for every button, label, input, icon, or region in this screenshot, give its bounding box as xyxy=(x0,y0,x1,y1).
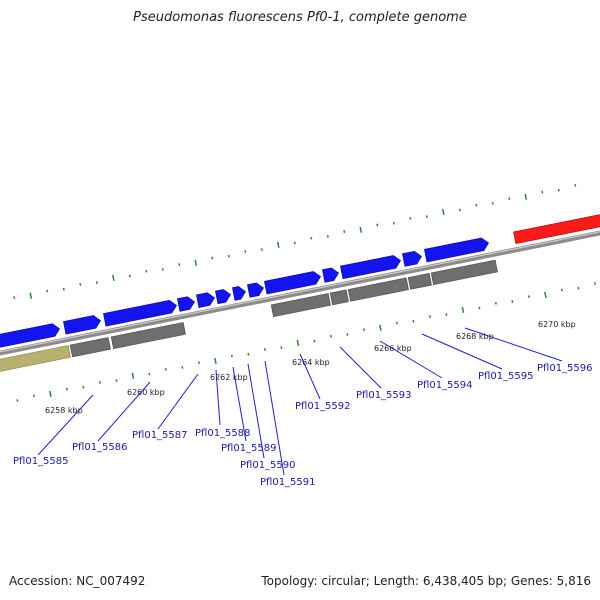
tick-mark-lower xyxy=(296,339,300,346)
backbone-highlight xyxy=(0,231,600,353)
gene-label[interactable]: Pfl01_5585 xyxy=(13,456,69,467)
forward-gene-arrow[interactable] xyxy=(322,267,340,283)
gene-label[interactable]: Pfl01_5586 xyxy=(72,442,128,453)
gene-leader-line xyxy=(215,369,221,426)
forward-gene-arrow[interactable] xyxy=(63,315,102,335)
gene-label[interactable]: Pfl01_5596 xyxy=(537,363,593,374)
forward-gene-arrow[interactable] xyxy=(232,286,247,301)
gene-leader-line xyxy=(299,353,321,400)
gene-label[interactable]: Pfl01_5594 xyxy=(417,380,473,391)
tick-mark-upper xyxy=(359,226,363,233)
map-title: Pseudomonas fluorescens Pf0-1, complete … xyxy=(133,10,467,25)
gene-label[interactable]: Pfl01_5591 xyxy=(260,477,316,488)
forward-gene-arrow[interactable] xyxy=(247,282,265,298)
tick-mark-lower xyxy=(49,390,52,397)
genome-backbone xyxy=(0,230,600,356)
tick-mark-upper xyxy=(29,292,33,299)
forward-gene-arrow[interactable] xyxy=(402,250,423,267)
gene-leader-line xyxy=(97,381,151,442)
tick-mark-lower xyxy=(131,372,135,379)
gene-leader-line xyxy=(464,327,563,362)
tick-mark-upper xyxy=(194,259,198,266)
gene-leader-line xyxy=(379,340,443,379)
gene-label[interactable]: Pfl01_5590 xyxy=(240,460,296,471)
reverse-gene-bar[interactable] xyxy=(270,293,331,318)
forward-gene-arrow[interactable] xyxy=(177,296,196,312)
forward-gene-arrow[interactable] xyxy=(264,271,322,295)
gene-leader-line xyxy=(421,333,503,370)
gene-leader-line xyxy=(339,346,382,389)
other-feature-bar[interactable] xyxy=(0,345,71,373)
forward-gene-arrow[interactable] xyxy=(0,323,61,350)
tick-label: 6260 kbp xyxy=(127,388,165,397)
tick-label: 6262 kbp xyxy=(210,373,248,382)
reverse-gene-bar[interactable] xyxy=(69,337,111,358)
reverse-gene-bar[interactable] xyxy=(430,259,498,286)
tick-label: 6270 kbp xyxy=(538,320,576,329)
gene-leader-line xyxy=(232,366,247,442)
gene-label[interactable]: Pfl01_5592 xyxy=(295,401,351,412)
accession-text: Accession: NC_007492 xyxy=(9,574,146,588)
gene-label[interactable]: Pfl01_5595 xyxy=(478,371,534,382)
forward-gene-arrow[interactable] xyxy=(103,299,178,327)
forward-gene-arrow[interactable] xyxy=(215,289,232,305)
tick-label: 6268 kbp xyxy=(456,332,494,341)
tick-mark-lower xyxy=(544,291,547,298)
gene-label[interactable]: Pfl01_5593 xyxy=(356,390,412,401)
tick-mark-lower xyxy=(461,306,465,313)
reverse-gene-bar[interactable] xyxy=(329,289,349,306)
genome-summary-text: Topology: circular; Length: 6,438,405 bp… xyxy=(261,574,591,588)
tick-mark-upper xyxy=(111,274,115,281)
gene-label[interactable]: Pfl01_5589 xyxy=(221,443,277,454)
tick-mark-upper xyxy=(524,193,528,200)
reverse-gene-bar[interactable] xyxy=(347,277,409,302)
reverse-gene-bar[interactable] xyxy=(110,322,186,350)
gene-leader-line xyxy=(37,394,94,456)
gene-leader-line xyxy=(264,360,285,476)
gene-label[interactable]: Pfl01_5587 xyxy=(132,430,188,441)
gene-label[interactable]: Pfl01_5588 xyxy=(195,428,251,439)
tick-label: 6258 kbp xyxy=(45,406,83,415)
gene-leader-line xyxy=(247,363,265,459)
tick-mark-upper xyxy=(276,241,280,248)
tick-label: 6264 kbp xyxy=(292,358,330,367)
tick-mark-lower xyxy=(379,324,382,331)
forward-gene-arrow[interactable] xyxy=(340,255,402,280)
highlighted-gene-bar[interactable] xyxy=(513,213,600,245)
gene-leader-line xyxy=(157,373,199,430)
forward-gene-arrow[interactable] xyxy=(196,292,216,308)
reverse-gene-bar[interactable] xyxy=(407,272,432,290)
tick-mark-upper xyxy=(441,208,445,215)
tick-mark-lower xyxy=(214,357,217,364)
forward-gene-arrow[interactable] xyxy=(424,237,490,263)
